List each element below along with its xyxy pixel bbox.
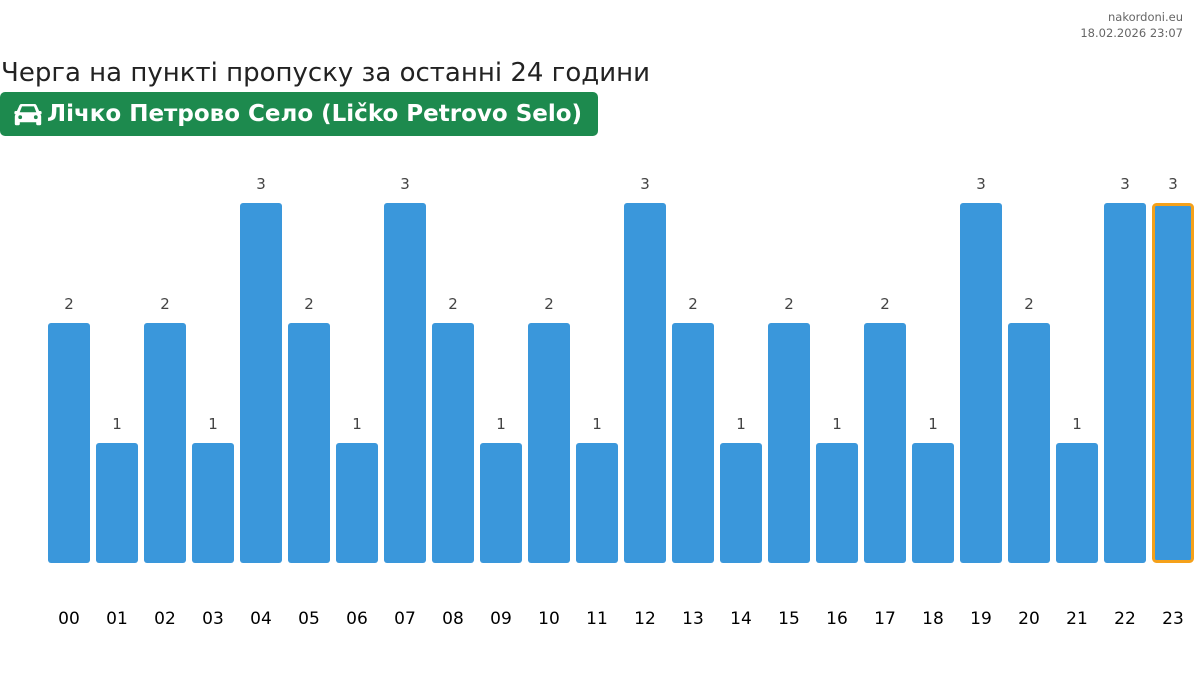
bar-19 [960, 203, 1002, 563]
value-label-16: 1 [832, 415, 842, 433]
value-label-10: 2 [544, 295, 554, 313]
bar-02 [144, 323, 186, 563]
x-tick-label-18: 18 [922, 609, 944, 629]
bar-06 [336, 443, 378, 563]
x-tick-label-17: 17 [874, 609, 896, 629]
x-tick-label-13: 13 [682, 609, 704, 629]
chart-title: Черга на пункті пропуску за останні 24 г… [1, 58, 651, 88]
bar-13 [672, 323, 714, 563]
value-label-23: 3 [1168, 175, 1178, 193]
x-tick-label-04: 04 [250, 609, 272, 629]
value-label-06: 1 [352, 415, 362, 433]
bar-21 [1056, 443, 1098, 563]
value-label-01: 1 [112, 415, 122, 433]
bar-12 [624, 203, 666, 563]
value-label-12: 3 [640, 175, 650, 193]
x-tick-label-23: 23 [1162, 609, 1184, 629]
x-tick-label-15: 15 [778, 609, 800, 629]
value-label-07: 3 [400, 175, 410, 193]
x-tick-label-16: 16 [826, 609, 848, 629]
value-label-20: 2 [1024, 295, 1034, 313]
value-label-09: 1 [496, 415, 506, 433]
value-label-05: 2 [304, 295, 314, 313]
x-tick-label-12: 12 [634, 609, 656, 629]
bar-17 [864, 323, 906, 563]
x-tick-label-20: 20 [1018, 609, 1040, 629]
bar-08 [432, 323, 474, 563]
bar-23 [1152, 203, 1194, 563]
bar-01 [96, 443, 138, 563]
bar-22 [1104, 203, 1146, 563]
bar-10 [528, 323, 570, 563]
bar-15 [768, 323, 810, 563]
checkpoint-badge: Лічко Петрово Село (Ličko Petrovo Selo) [0, 92, 599, 136]
value-label-02: 2 [160, 295, 170, 313]
value-label-08: 2 [448, 295, 458, 313]
bar-11 [576, 443, 618, 563]
x-tick-label-09: 09 [490, 609, 512, 629]
bar-20 [1008, 323, 1050, 563]
x-tick-label-01: 01 [106, 609, 128, 629]
x-tick-label-06: 06 [346, 609, 368, 629]
x-tick-label-07: 07 [394, 609, 416, 629]
bar-16 [816, 443, 858, 563]
bar-05 [288, 323, 330, 563]
x-tick-label-10: 10 [538, 609, 560, 629]
bar-04 [240, 203, 282, 563]
car-icon [14, 102, 42, 126]
x-tick-label-00: 00 [58, 609, 80, 629]
x-tick-label-08: 08 [442, 609, 464, 629]
x-tick-label-11: 11 [586, 609, 608, 629]
bar-09 [480, 443, 522, 563]
checkpoint-name: Лічко Петрово Село (Ličko Petrovo Selo) [47, 101, 583, 127]
source-site: nakordoni.eu [1108, 10, 1183, 24]
value-label-15: 2 [784, 295, 794, 313]
x-tick-label-05: 05 [298, 609, 320, 629]
timestamp: 18.02.2026 23:07 [1080, 26, 1183, 40]
value-label-03: 1 [208, 415, 218, 433]
x-tick-label-21: 21 [1066, 609, 1088, 629]
bar-00 [48, 323, 90, 563]
value-label-14: 1 [736, 415, 746, 433]
x-tick-label-22: 22 [1114, 609, 1136, 629]
value-label-00: 2 [64, 295, 74, 313]
bar-14 [720, 443, 762, 563]
bar-07 [384, 203, 426, 563]
source-info: nakordoni.eu 18.02.2026 23:07 [1080, 9, 1183, 41]
x-tick-label-19: 19 [970, 609, 992, 629]
value-label-22: 3 [1120, 175, 1130, 193]
value-label-21: 1 [1072, 415, 1082, 433]
value-label-19: 3 [976, 175, 986, 193]
value-label-18: 1 [928, 415, 938, 433]
bar-03 [192, 443, 234, 563]
x-tick-label-14: 14 [730, 609, 752, 629]
value-label-17: 2 [880, 295, 890, 313]
value-label-13: 2 [688, 295, 698, 313]
bar-18 [912, 443, 954, 563]
x-tick-label-03: 03 [202, 609, 224, 629]
value-label-11: 1 [592, 415, 602, 433]
value-label-04: 3 [256, 175, 266, 193]
x-tick-label-02: 02 [154, 609, 176, 629]
